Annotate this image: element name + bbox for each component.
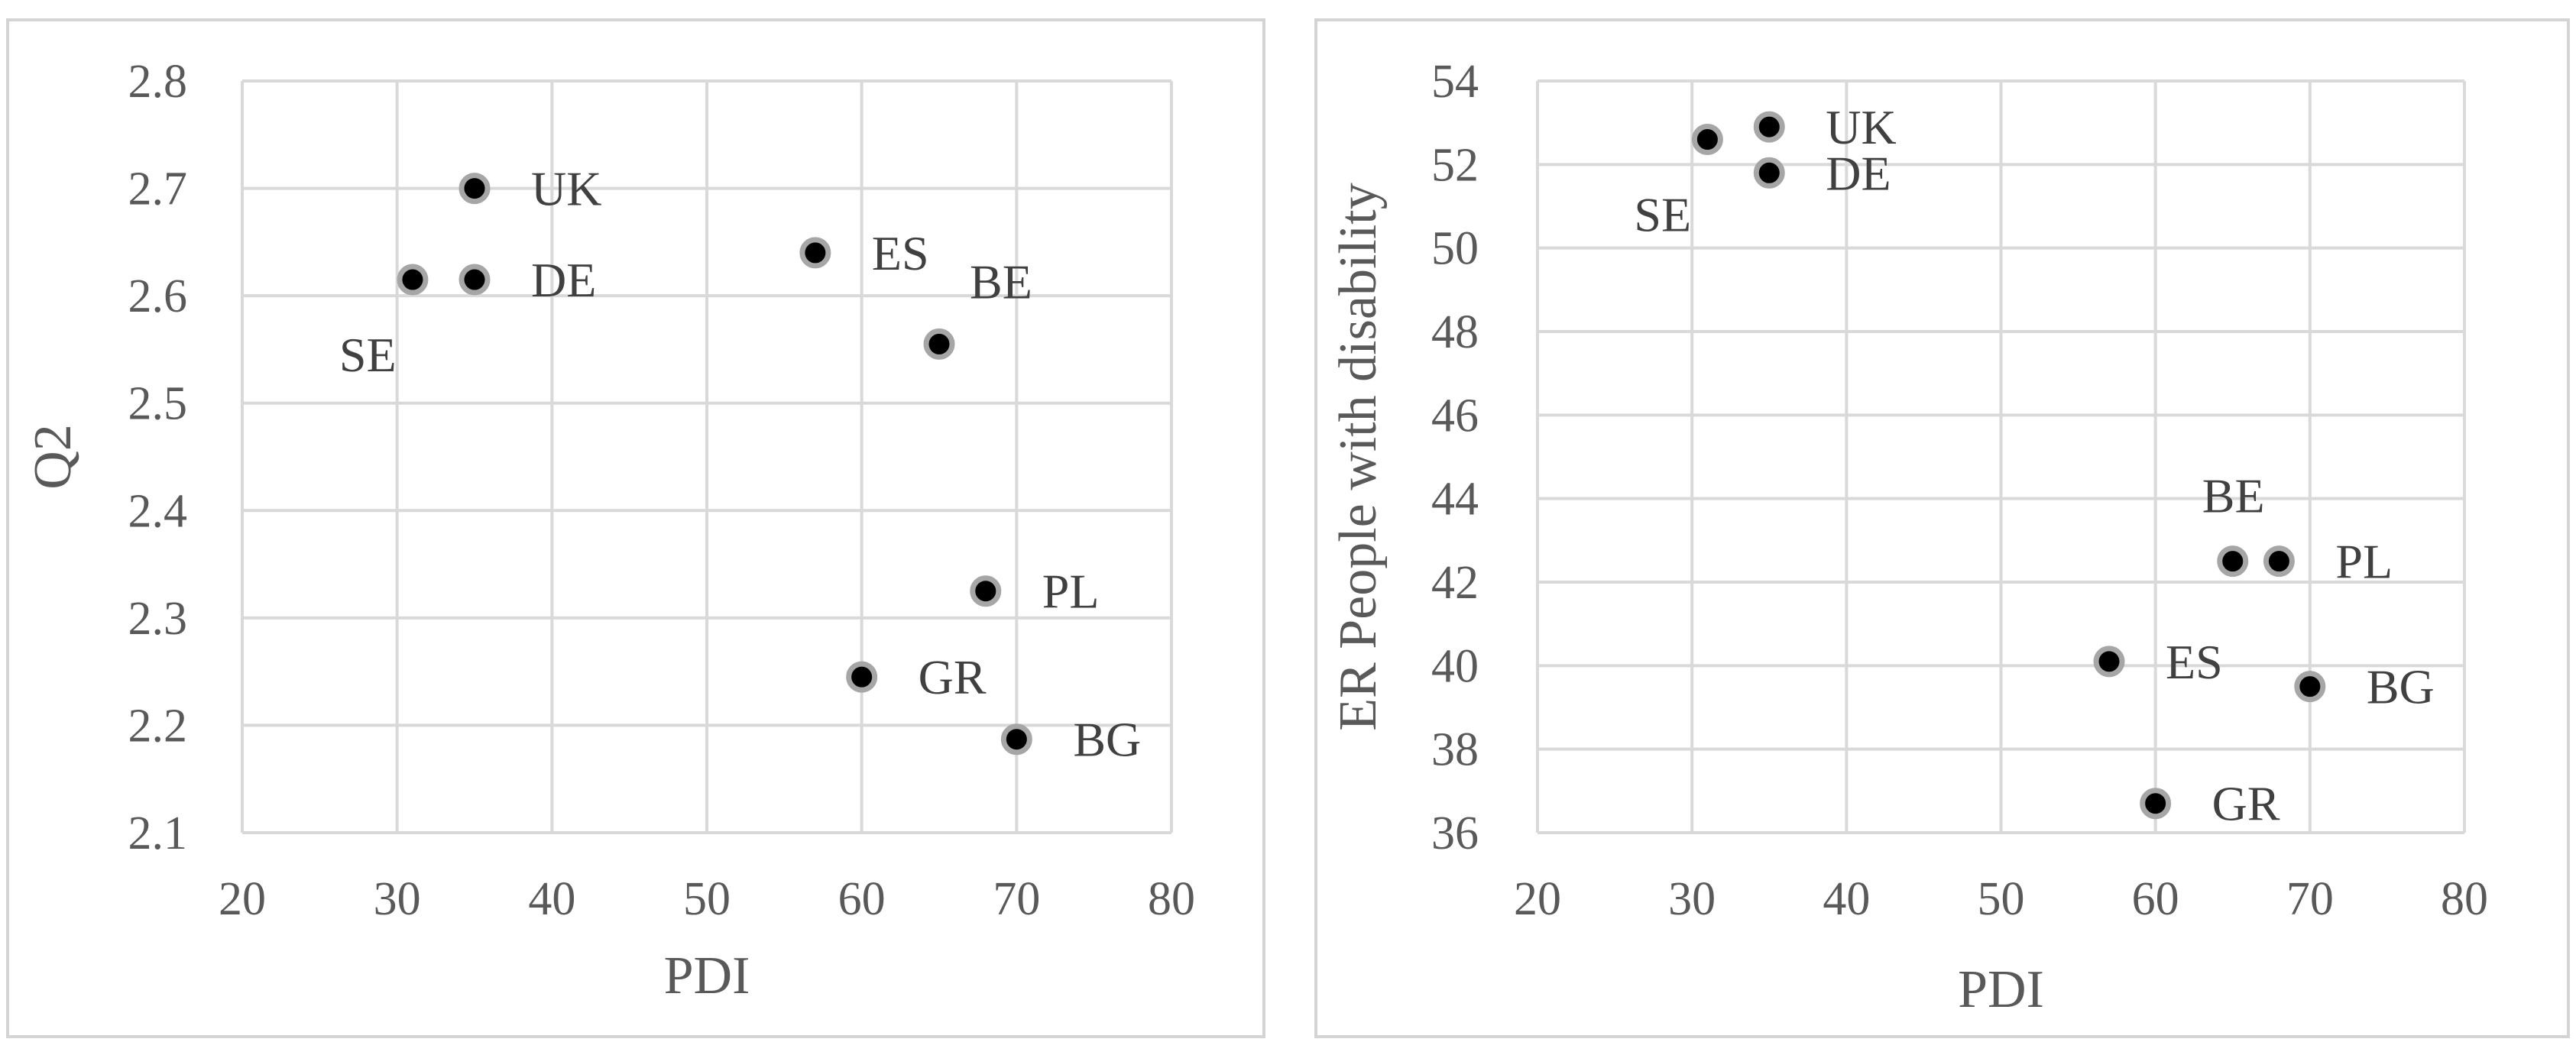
left-point-gr xyxy=(846,661,878,693)
right-y-tick-label: 48 xyxy=(1431,306,1479,358)
left-y-tick-label: 2.1 xyxy=(128,807,188,859)
right-x-tick-label: 70 xyxy=(2286,873,2334,925)
left-point-es xyxy=(799,237,831,269)
right-x-axis-title: PDI xyxy=(1958,960,2044,1019)
left-point-label-es: ES xyxy=(872,226,929,280)
right-point-se xyxy=(1691,124,1723,156)
right-y-tick-label: 46 xyxy=(1431,390,1479,442)
right-y-tick-label: 36 xyxy=(1431,807,1479,859)
right-x-tick-label: 30 xyxy=(1668,873,1716,925)
right-point-label-pl: PL xyxy=(2335,535,2393,589)
right-x-tick-label: 20 xyxy=(1514,873,1561,925)
left-x-tick-label: 80 xyxy=(1148,873,1195,925)
right-point-be xyxy=(2217,545,2249,578)
left-point-label-gr: GR xyxy=(919,650,987,704)
left-point-de xyxy=(458,264,491,296)
right-point-label-uk: UK xyxy=(1826,100,1896,154)
right-point-label-se: SE xyxy=(1634,188,1691,242)
right-point-gr xyxy=(2140,788,2172,820)
left-point-label-be: BE xyxy=(970,254,1032,309)
right-y-tick-label: 38 xyxy=(1431,724,1479,776)
right-x-tick-label: 80 xyxy=(2441,873,2488,925)
left-point-se xyxy=(397,264,429,296)
right-x-tick-label: 50 xyxy=(1978,873,2025,925)
left-point-be xyxy=(923,328,955,360)
right-point-label-gr: GR xyxy=(2212,777,2280,831)
left-x-tick-label: 50 xyxy=(683,873,731,925)
left-x-tick-label: 60 xyxy=(838,873,886,925)
right-y-tick-label: 52 xyxy=(1431,139,1479,191)
right-point-label-bg: BG xyxy=(2367,660,2435,714)
left-point-label-pl: PL xyxy=(1042,565,1100,619)
left-x-tick-label: 70 xyxy=(993,873,1040,925)
right-y-tick-label: 42 xyxy=(1431,557,1479,609)
right-y-tick-label: 44 xyxy=(1431,474,1479,526)
left-x-axis-title: PDI xyxy=(664,947,750,1005)
left-point-pl xyxy=(970,575,1002,607)
right-point-label-be: BE xyxy=(2202,469,2265,523)
right-y-axis-title: ER People with disability xyxy=(1329,183,1388,730)
left-y-tick-label: 2.2 xyxy=(128,700,188,752)
right-point-pl xyxy=(2263,545,2295,578)
chart-panel-right xyxy=(1314,18,2570,1038)
left-y-tick-label: 2.7 xyxy=(128,163,188,215)
left-y-axis-title: Q2 xyxy=(24,424,83,490)
left-x-tick-label: 40 xyxy=(528,873,575,925)
right-y-tick-label: 40 xyxy=(1431,640,1479,692)
right-point-de xyxy=(1753,157,1785,189)
right-point-uk xyxy=(1753,111,1785,143)
left-point-label-bg: BG xyxy=(1073,713,1141,767)
right-point-label-de: DE xyxy=(1826,146,1891,200)
left-y-tick-label: 2.3 xyxy=(128,593,188,645)
left-point-label-de: DE xyxy=(531,253,596,307)
left-y-tick-label: 2.8 xyxy=(128,56,188,108)
left-x-tick-label: 20 xyxy=(219,873,266,925)
right-point-bg xyxy=(2294,671,2326,703)
left-y-tick-label: 2.4 xyxy=(128,485,188,537)
left-point-uk xyxy=(458,173,491,205)
right-x-tick-label: 60 xyxy=(2132,873,2179,925)
left-point-bg xyxy=(1000,723,1032,756)
left-x-tick-label: 30 xyxy=(374,873,421,925)
left-point-label-se: SE xyxy=(339,328,397,382)
left-y-tick-label: 2.6 xyxy=(128,270,188,322)
right-point-label-es: ES xyxy=(2166,635,2223,689)
right-y-tick-label: 50 xyxy=(1431,223,1479,275)
right-y-tick-label: 54 xyxy=(1431,56,1479,108)
left-y-tick-label: 2.5 xyxy=(128,378,188,430)
left-point-label-uk: UK xyxy=(531,162,601,216)
right-x-tick-label: 40 xyxy=(1823,873,1870,925)
right-point-es xyxy=(2093,646,2125,678)
